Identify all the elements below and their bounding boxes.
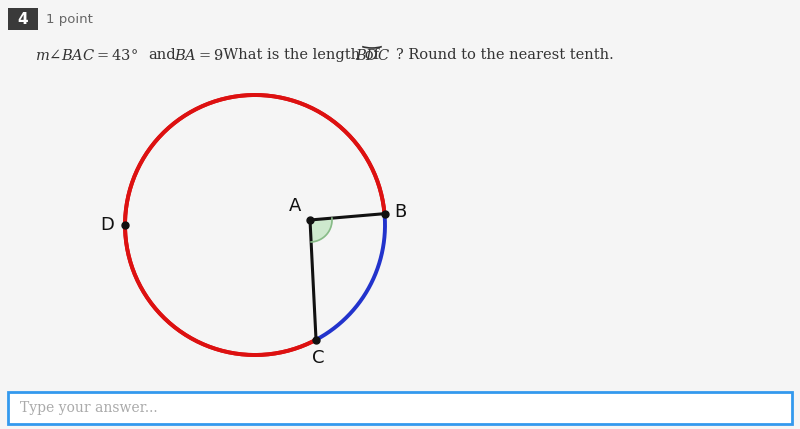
Text: $BA=9$: $BA=9$ — [174, 48, 224, 63]
Text: C: C — [312, 349, 324, 367]
FancyBboxPatch shape — [8, 8, 38, 30]
Text: Type your answer...: Type your answer... — [20, 401, 158, 415]
Text: ? Round to the nearest tenth.: ? Round to the nearest tenth. — [396, 48, 614, 62]
Text: 1 point: 1 point — [46, 12, 93, 25]
Text: A: A — [289, 197, 301, 215]
Text: $BDC$: $BDC$ — [355, 48, 390, 63]
Text: and: and — [148, 48, 176, 62]
Polygon shape — [310, 218, 332, 242]
Text: D: D — [100, 216, 114, 234]
FancyBboxPatch shape — [8, 392, 792, 424]
Text: 4: 4 — [18, 12, 28, 27]
Text: $m\angle BAC=43°$: $m\angle BAC=43°$ — [35, 48, 138, 63]
Text: B: B — [394, 202, 406, 221]
Text: . What is the length of: . What is the length of — [214, 48, 379, 62]
